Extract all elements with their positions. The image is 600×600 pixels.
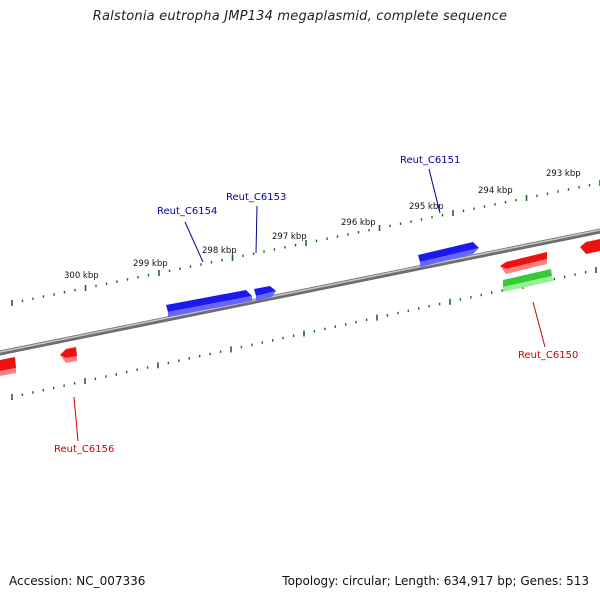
gene-rna-c6150-region[interactable]: [503, 269, 553, 292]
kbp-label: 294 kbp: [478, 186, 513, 196]
leader-line: [255, 205, 258, 254]
gene-reut-c6153[interactable]: [254, 286, 276, 301]
leader-line: [184, 221, 204, 263]
gene-label[interactable]: Reut_C6150: [518, 350, 578, 361]
gene-reut-c6150[interactable]: [500, 252, 547, 274]
gene-reut-c6156[interactable]: [60, 347, 77, 363]
kbp-label: 293 kbp: [546, 169, 581, 179]
outer-tick-scale: [11, 180, 600, 306]
accession-text: Accession: NC_007336: [9, 574, 146, 588]
plasmid-backbone: [0, 228, 600, 356]
gene-reut-c6151[interactable]: [418, 242, 479, 267]
leader-line: [73, 396, 79, 442]
inner-tick-scale: [11, 267, 597, 400]
topology-summary: Topology: circular; Length: 634,917 bp; …: [282, 574, 589, 588]
kbp-label: 298 kbp: [202, 246, 237, 256]
gene-label[interactable]: Reut_C6154: [157, 206, 217, 217]
kbp-label: 295 kbp: [409, 202, 444, 212]
gene-label[interactable]: Reut_C6153: [226, 192, 286, 203]
gene-reut-c6154[interactable]: [166, 290, 252, 317]
gene-red-left-edge[interactable]: [0, 357, 16, 376]
kbp-label: 299 kbp: [133, 259, 168, 269]
kbp-label: 300 kbp: [64, 271, 99, 281]
leader-line: [532, 301, 546, 348]
kbp-label: 296 kbp: [341, 218, 376, 228]
map-title: Ralstonia eutropha JMP134 megaplasmid, c…: [92, 9, 508, 24]
leader-line: [428, 168, 441, 214]
kbp-label: 297 kbp: [272, 232, 307, 242]
gene-label[interactable]: Reut_C6156: [54, 444, 114, 455]
gene-red-right-edge[interactable]: [580, 239, 600, 254]
gene-label[interactable]: Reut_C6151: [400, 155, 460, 166]
